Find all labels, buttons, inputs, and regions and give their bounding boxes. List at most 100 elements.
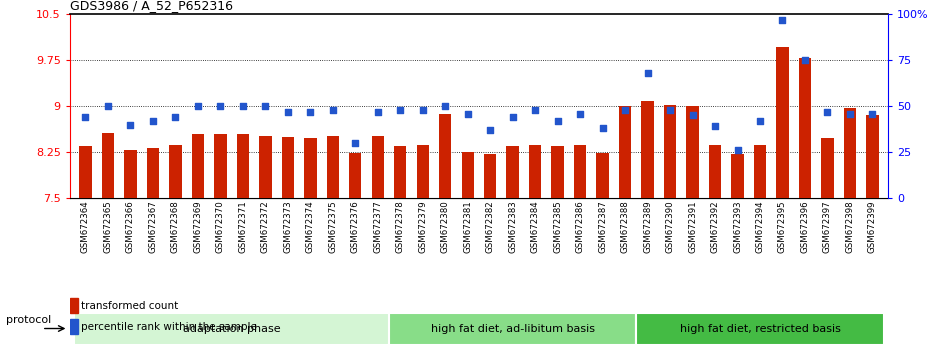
Point	[798, 57, 813, 63]
Text: adaptation phase: adaptation phase	[183, 324, 281, 333]
Point	[100, 103, 115, 109]
Point	[685, 113, 700, 118]
Text: GSM672392: GSM672392	[711, 200, 720, 253]
Text: GSM672376: GSM672376	[351, 200, 360, 253]
Text: GSM672374: GSM672374	[306, 200, 315, 253]
Point	[662, 107, 677, 113]
Point	[168, 114, 183, 120]
Text: GSM672391: GSM672391	[688, 200, 698, 253]
Point	[235, 103, 250, 109]
Bar	[529, 145, 541, 198]
Text: protocol: protocol	[6, 315, 51, 325]
Text: GSM672380: GSM672380	[441, 200, 450, 253]
Text: GSM672386: GSM672386	[576, 200, 585, 253]
Text: GSM672399: GSM672399	[868, 200, 877, 253]
Bar	[461, 152, 474, 198]
Point	[392, 107, 407, 113]
Bar	[596, 153, 609, 198]
Point	[843, 111, 857, 116]
Text: percentile rank within the sample: percentile rank within the sample	[81, 322, 257, 332]
Bar	[777, 47, 789, 198]
Text: GSM672366: GSM672366	[126, 200, 135, 253]
Bar	[70, 298, 78, 313]
Bar	[326, 136, 339, 198]
Point	[483, 127, 498, 133]
Bar	[574, 145, 586, 198]
Text: GSM672371: GSM672371	[238, 200, 247, 253]
Text: GSM672377: GSM672377	[373, 200, 382, 253]
Text: GSM672364: GSM672364	[81, 200, 90, 253]
Bar	[74, 313, 389, 345]
Text: GSM672387: GSM672387	[598, 200, 607, 253]
Bar	[125, 150, 137, 198]
Bar	[866, 115, 879, 198]
Bar	[169, 145, 181, 198]
Bar	[349, 153, 362, 198]
Point	[865, 111, 880, 116]
Point	[708, 124, 723, 129]
Bar	[70, 319, 78, 334]
Bar	[799, 58, 811, 198]
Point	[78, 114, 93, 120]
Bar	[507, 146, 519, 198]
Text: GSM672367: GSM672367	[149, 200, 157, 253]
Text: high fat diet, ad-libitum basis: high fat diet, ad-libitum basis	[431, 324, 594, 333]
Bar	[259, 136, 272, 198]
Point	[460, 111, 475, 116]
Bar	[394, 146, 406, 198]
Text: GSM672383: GSM672383	[508, 200, 517, 253]
Point	[191, 103, 206, 109]
Text: GSM672398: GSM672398	[845, 200, 855, 253]
Point	[258, 103, 272, 109]
Bar	[844, 108, 857, 198]
Bar	[664, 105, 676, 198]
Bar	[192, 135, 204, 198]
Text: GSM672382: GSM672382	[485, 200, 495, 253]
Text: GSM672368: GSM672368	[171, 200, 179, 253]
Bar	[101, 133, 114, 198]
Bar	[282, 137, 294, 198]
Text: GSM672389: GSM672389	[643, 200, 652, 253]
Bar	[147, 148, 159, 198]
Text: high fat diet, restricted basis: high fat diet, restricted basis	[680, 324, 841, 333]
Text: GDS3986 / A_52_P652316: GDS3986 / A_52_P652316	[70, 0, 232, 12]
Text: GSM672378: GSM672378	[396, 200, 405, 253]
Text: GSM672394: GSM672394	[755, 200, 764, 253]
Text: GSM672388: GSM672388	[620, 200, 630, 253]
Point	[281, 109, 296, 115]
Point	[416, 107, 431, 113]
Text: GSM672384: GSM672384	[531, 200, 539, 253]
Point	[527, 107, 542, 113]
Point	[123, 122, 138, 127]
Point	[573, 111, 588, 116]
Point	[640, 70, 655, 76]
Point	[752, 118, 767, 124]
Point	[213, 103, 228, 109]
Text: GSM672369: GSM672369	[193, 200, 203, 253]
Text: GSM672375: GSM672375	[328, 200, 338, 253]
Bar	[618, 105, 631, 198]
Bar	[484, 154, 497, 198]
Bar	[389, 313, 636, 345]
Point	[438, 103, 453, 109]
Bar	[709, 145, 721, 198]
Bar	[686, 106, 698, 198]
Text: GSM672395: GSM672395	[778, 200, 787, 253]
Point	[145, 118, 160, 124]
Bar	[642, 101, 654, 198]
Point	[370, 109, 385, 115]
Bar	[821, 138, 833, 198]
Point	[595, 125, 610, 131]
Text: GSM672390: GSM672390	[666, 200, 674, 253]
Text: GSM672381: GSM672381	[463, 200, 472, 253]
Text: transformed count: transformed count	[81, 301, 179, 311]
Point	[348, 140, 363, 146]
Bar	[372, 136, 384, 198]
Bar	[551, 146, 564, 198]
Text: GSM672370: GSM672370	[216, 200, 225, 253]
Bar	[304, 138, 316, 198]
Text: GSM672379: GSM672379	[418, 200, 427, 253]
Bar	[731, 154, 744, 198]
Bar	[754, 145, 766, 198]
Bar	[79, 146, 92, 198]
